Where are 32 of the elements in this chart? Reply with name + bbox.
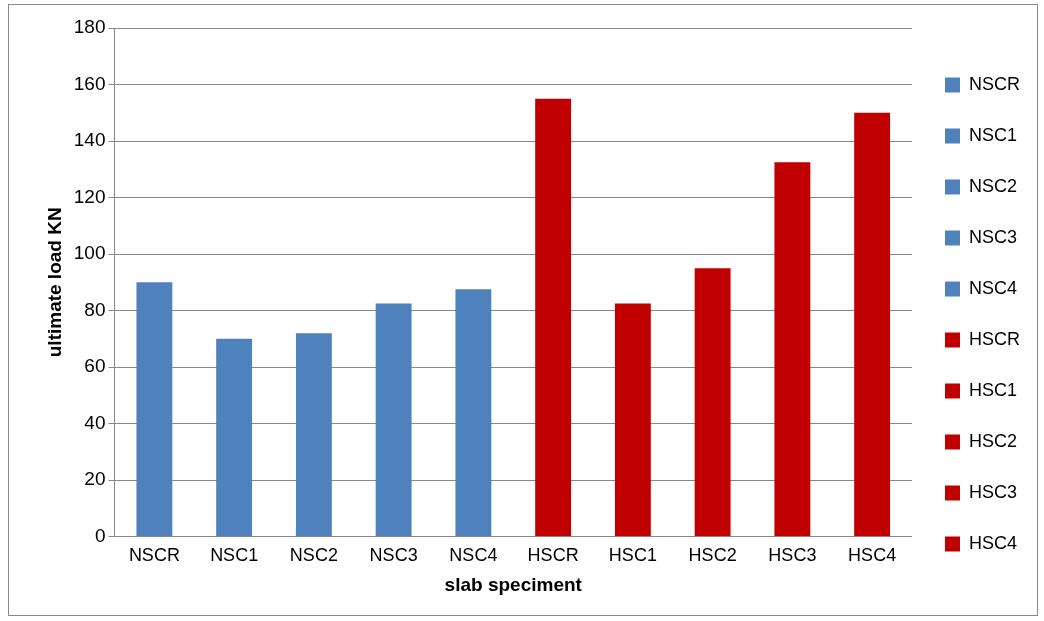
legend-label: NSC1 — [969, 124, 1018, 145]
y-tick-label: 40 — [84, 411, 106, 433]
x-axis-title: slab speciment — [444, 573, 583, 595]
y-tick-label: 80 — [84, 298, 106, 320]
x-tick-label: HSC2 — [688, 545, 737, 566]
y-tick-label: 140 — [73, 129, 106, 151]
y-tick-label: 160 — [73, 72, 106, 94]
legend-label: NSC4 — [969, 277, 1018, 298]
x-tick-label: NSC1 — [210, 545, 259, 566]
y-tick-label: 180 — [73, 16, 106, 38]
legend-label: NSC3 — [969, 226, 1018, 247]
y-tick-label: 120 — [73, 185, 106, 207]
legend-label: NSCR — [969, 73, 1021, 94]
x-tick-label: NSC2 — [289, 545, 338, 566]
legend-label: HSCR — [969, 328, 1021, 349]
legend-label: HSC2 — [969, 430, 1018, 451]
y-tick-label: 20 — [84, 468, 106, 490]
legend-label: HSC3 — [969, 481, 1018, 502]
x-tick-label: HSC4 — [848, 545, 897, 566]
x-tick-label: NSC3 — [369, 545, 418, 566]
y-axis-title: ultimate load KN — [43, 207, 65, 358]
y-tick-label: 100 — [73, 242, 106, 264]
y-tick-label: 0 — [94, 524, 106, 546]
y-tick-label: 60 — [84, 355, 106, 377]
x-tick-label: HSCR — [527, 545, 579, 566]
legend-label: HSC4 — [969, 532, 1018, 553]
x-tick-label: HSC1 — [608, 545, 657, 566]
legend-label: NSC2 — [969, 175, 1018, 196]
x-tick-label: NSC4 — [449, 545, 498, 566]
x-tick-label: NSCR — [128, 545, 180, 566]
legend-label: HSC1 — [969, 379, 1018, 400]
x-tick-label: HSC3 — [768, 545, 817, 566]
